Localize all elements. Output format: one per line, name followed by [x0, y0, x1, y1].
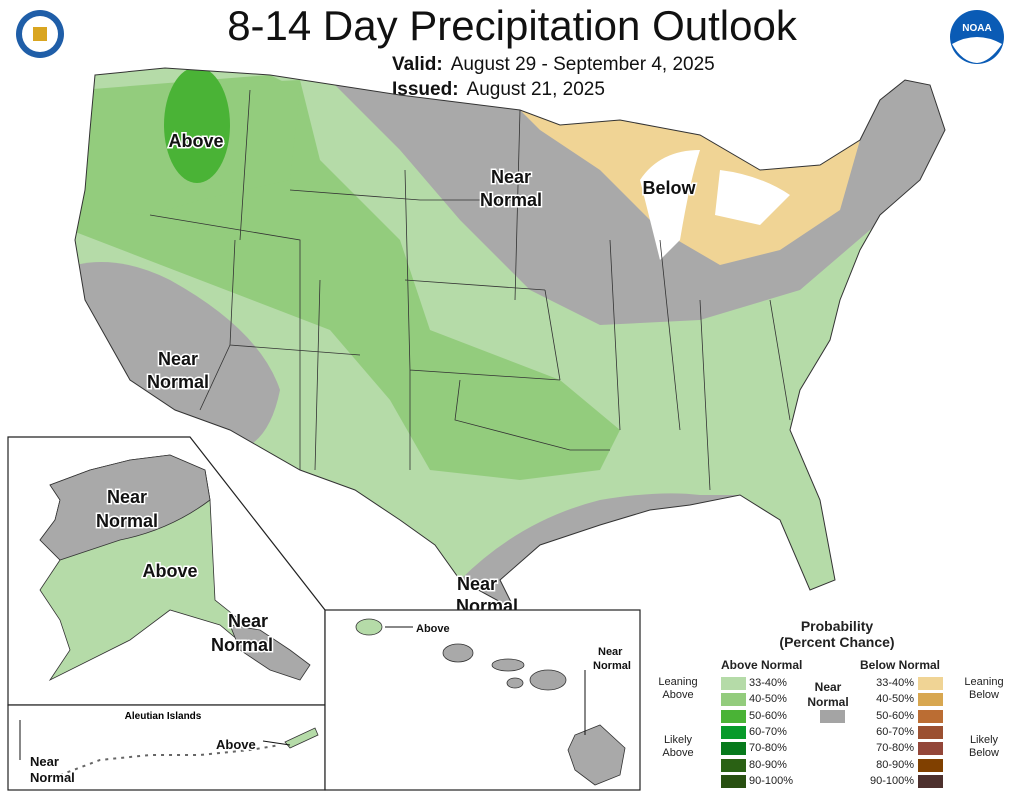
- map-title: 8-14 Day Precipitation Outlook: [227, 2, 797, 49]
- above-swatch: [721, 725, 746, 739]
- likely-below-label: Likely Below: [969, 734, 999, 759]
- near-normal-swatch: [820, 710, 845, 723]
- above-normal-header: Above Normal: [721, 658, 803, 672]
- above-pct-label: 70-80%: [749, 742, 787, 755]
- above-pct-label: 80-90%: [749, 758, 787, 771]
- aleutian-inset: Aleutian Islands Above Near Normal: [7, 704, 326, 791]
- label-hi-near-1: Near: [598, 646, 623, 658]
- below-swatch: [918, 677, 943, 690]
- valid-dates: Valid: August 29 - September 4, 2025: [392, 54, 715, 76]
- above-pct-label: 90-100%: [749, 774, 794, 787]
- label-hi-near-2: Normal: [593, 660, 631, 672]
- above-pct-label: 40-50%: [749, 693, 787, 706]
- noaa-logo: NOAA: [950, 10, 1004, 64]
- valid-label: Valid:: [392, 54, 443, 75]
- above-pct-label: 60-70%: [749, 725, 787, 738]
- above-pct-label: 50-60%: [749, 709, 787, 722]
- svg-text:NOAA: NOAA: [962, 23, 991, 34]
- below-swatch: [918, 758, 943, 772]
- issued-date: Issued: August 21, 2025: [392, 79, 605, 101]
- hawaii-inset: Above Near Normal: [324, 609, 641, 791]
- below-pct-label: 90-100%: [869, 774, 914, 787]
- below-swatch: [918, 709, 943, 723]
- conus-outline: [74, 67, 946, 612]
- below-pct-label: 33-40%: [876, 677, 914, 689]
- below-swatch: [918, 693, 943, 707]
- legend-title-1: Probability: [800, 618, 874, 634]
- label-below: Below: [642, 178, 696, 198]
- label-near-north-2: Normal: [480, 190, 542, 210]
- label-near-north-1: Near: [491, 167, 531, 187]
- label-aleutian-title: Aleutian Islands: [125, 711, 202, 722]
- below-pct-label: 80-90%: [876, 758, 914, 771]
- label-ak-above: Above: [142, 561, 197, 581]
- legend: Probability (Percent Chance) Above Normal…: [650, 614, 1024, 791]
- above-pct-label: 33-40%: [749, 677, 787, 689]
- label-above-nw: Above: [168, 131, 223, 151]
- issued-label: Issued:: [392, 79, 459, 100]
- likely-above-label: Likely Above: [662, 734, 694, 759]
- label-near-ca-2: Normal: [147, 372, 209, 392]
- near-normal-header: Near Normal: [807, 680, 849, 709]
- label-aleutian-near-2: Normal: [30, 770, 75, 785]
- leaning-above-label: Leaning Above: [658, 676, 698, 701]
- above-swatch: [721, 758, 746, 772]
- above-swatch: [721, 774, 746, 788]
- below-pct-label: 50-60%: [876, 709, 914, 722]
- below-swatch: [918, 774, 943, 788]
- label-ak-near-2: Normal: [96, 511, 158, 531]
- below-swatch: [918, 725, 943, 739]
- alaska-inset: Near Normal Above Near Normal: [7, 436, 326, 706]
- doc-seal-logo: [16, 10, 64, 58]
- label-aleutian-above: Above: [216, 737, 256, 752]
- above-swatch: [721, 693, 746, 707]
- label-near-ca-1: Near: [158, 349, 198, 369]
- label-ak-near-1: Near: [107, 487, 147, 507]
- label-hi-above: Above: [416, 623, 450, 635]
- leaning-below-label: Leaning Below: [964, 676, 1004, 701]
- issued-value: August 21, 2025: [466, 79, 605, 100]
- label-aleutian-near-1: Near: [30, 754, 59, 769]
- above-swatch: [721, 677, 746, 690]
- above-swatch: [721, 709, 746, 723]
- label-ak-se-near-2: Normal: [211, 635, 273, 655]
- label-near-gulf-1: Near: [457, 574, 497, 594]
- valid-value: August 29 - September 4, 2025: [450, 54, 715, 75]
- below-pct-label: 40-50%: [876, 693, 914, 706]
- legend-title: Probability (Percent Chance): [650, 618, 1024, 650]
- above-swatch: [721, 742, 746, 756]
- state-borders: [149, 89, 791, 491]
- below-pct-label: 70-80%: [876, 742, 914, 755]
- below-swatch: [918, 742, 943, 756]
- region-above-50-60: [164, 68, 230, 183]
- below-normal-header: Below Normal: [860, 658, 941, 672]
- label-ak-se-near-1: Near: [228, 611, 268, 631]
- legend-title-2: (Percent Chance): [779, 634, 895, 650]
- below-pct-label: 60-70%: [876, 725, 914, 738]
